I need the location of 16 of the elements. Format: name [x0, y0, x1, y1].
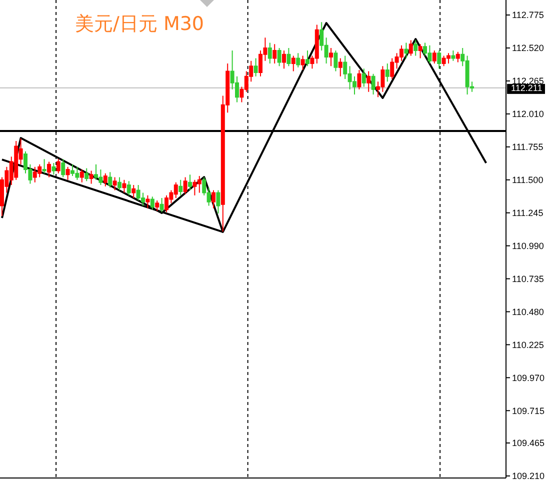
- y-tick-label: 110.735: [512, 274, 544, 284]
- y-tick-label: 111.245: [512, 208, 544, 218]
- y-tick-label: 111.500: [512, 175, 544, 185]
- y-tick-label: 110.225: [512, 340, 544, 350]
- text: 美元/日元 M30: [75, 13, 204, 35]
- y-tick-label: 109.715: [512, 406, 545, 416]
- y-tick-label: 112.520: [512, 43, 544, 54]
- y-tick-label: 110.990: [512, 240, 544, 251]
- y-tick-label: 112.775: [512, 10, 544, 20]
- ref-line-label: 112.211: [511, 83, 542, 94]
- y-tick-label: 109.970: [512, 372, 545, 383]
- y-tick-label: 109.465: [512, 438, 545, 448]
- y-tick-label: 110.480: [512, 306, 544, 317]
- y-tick-label: 109.210: [512, 471, 545, 482]
- y-tick-label: 111.755: [512, 142, 544, 152]
- y-tick-label: 112.010: [512, 109, 544, 120]
